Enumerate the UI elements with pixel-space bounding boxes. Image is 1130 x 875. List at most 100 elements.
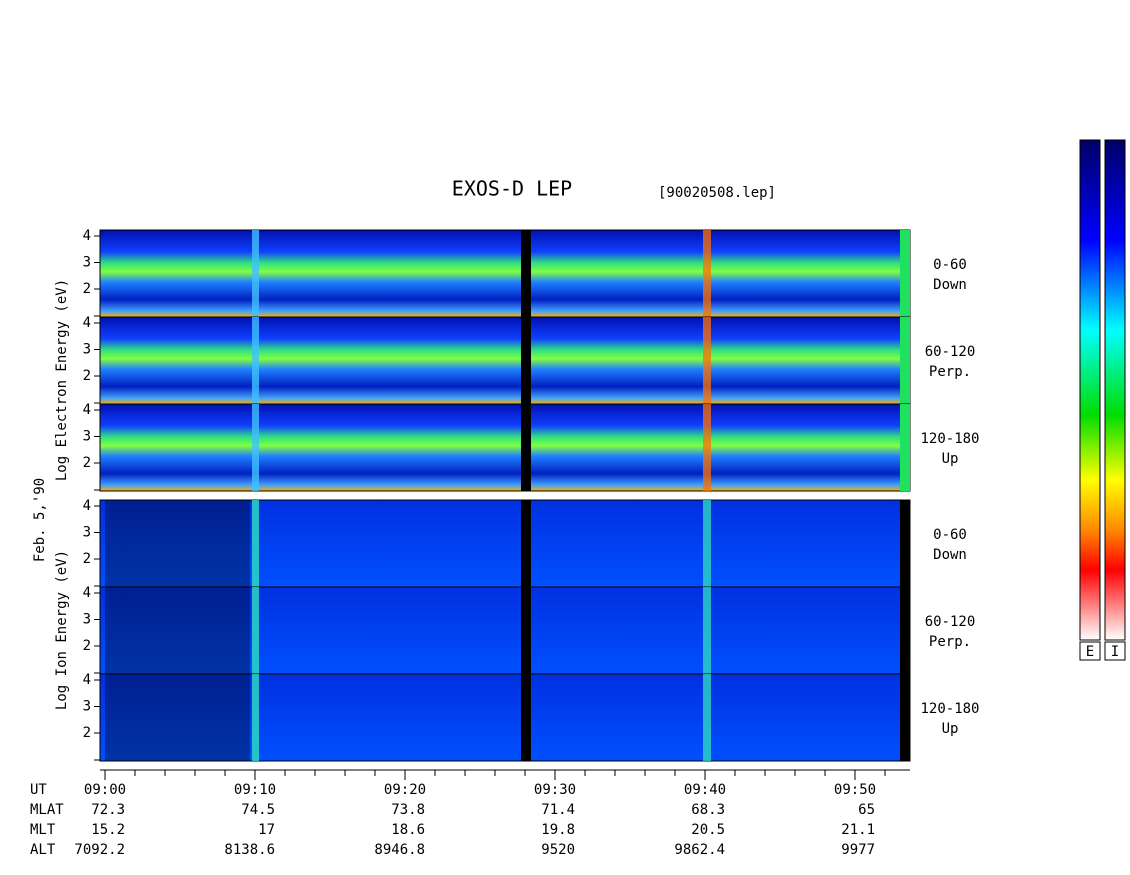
- colorbar: [1104, 139, 1126, 641]
- orbit-value: 8946.8: [374, 842, 425, 858]
- orbit-value: 09:30: [534, 782, 576, 798]
- orbit-value: 65: [858, 802, 875, 818]
- orbit-value: 9862.4: [674, 842, 725, 858]
- stripe: [900, 317, 910, 404]
- colorbar: [1079, 139, 1101, 641]
- orbit-row-name: ALT: [30, 842, 56, 858]
- stripe: [900, 230, 910, 317]
- energy-tick-label: 2: [83, 725, 91, 741]
- spectrogram-panel: [99, 403, 911, 492]
- stripe: [252, 587, 259, 674]
- ion-axis-label: Log Ion Energy (eV): [54, 550, 70, 710]
- energy-tick-label: 3: [83, 699, 91, 715]
- energy-tick-label: 4: [83, 402, 91, 418]
- pitch-label: Up: [942, 451, 959, 467]
- energy-tick-label: 2: [83, 368, 91, 384]
- date-label: Feb. 5,'90: [32, 478, 48, 562]
- pitch-label: Perp.: [929, 364, 971, 380]
- energy-tick-label: 2: [83, 281, 91, 297]
- spectrogram-panel: [99, 499, 911, 588]
- orbit-value: 15.2: [91, 822, 125, 838]
- stripe: [703, 230, 711, 317]
- stripe: [252, 404, 259, 491]
- orbit-value: 19.8: [541, 822, 575, 838]
- energy-tick-label: 4: [83, 228, 91, 244]
- stripe: [252, 500, 259, 587]
- orbit-value: 71.4: [541, 802, 575, 818]
- stripe: [521, 404, 531, 491]
- pitch-label: 0-60: [933, 527, 967, 543]
- electron-axis-label: Log Electron Energy (eV): [54, 279, 70, 481]
- orbit-value: 9520: [541, 842, 575, 858]
- energy-tick-label: 4: [83, 315, 91, 331]
- orbit-value: 18.6: [391, 822, 425, 838]
- stripe: [900, 500, 910, 587]
- stripe: [252, 230, 259, 317]
- stripe: [703, 500, 711, 587]
- orbit-value: 09:50: [834, 782, 876, 798]
- dark-region: [105, 500, 250, 587]
- colorbar-label-box: [1104, 641, 1126, 661]
- orbit-value: 68.3: [691, 802, 725, 818]
- stripe: [521, 587, 531, 674]
- energy-tick-label: 2: [83, 638, 91, 654]
- orbit-value: 9977: [841, 842, 875, 858]
- stripe: [703, 317, 711, 404]
- orbit-value: 09:00: [84, 782, 126, 798]
- colorbar-label: E: [1086, 644, 1094, 660]
- energy-tick-label: 3: [83, 429, 91, 445]
- orbit-value: 73.8: [391, 802, 425, 818]
- energy-tick-label: 3: [83, 612, 91, 628]
- stripe: [521, 317, 531, 404]
- energy-tick-label: 4: [83, 498, 91, 514]
- orbit-value: 09:20: [384, 782, 426, 798]
- spectrogram-panel: [99, 316, 911, 405]
- dark-region: [105, 587, 250, 674]
- stripe: [703, 404, 711, 491]
- energy-tick-label: 3: [83, 342, 91, 358]
- dark-region: [105, 674, 250, 761]
- orbit-value: 74.5: [241, 802, 275, 818]
- orbit-value: 8138.6: [224, 842, 275, 858]
- stripe: [900, 587, 910, 674]
- pitch-label: 0-60: [933, 257, 967, 273]
- orbit-value: 21.1: [841, 822, 875, 838]
- stripe: [703, 587, 711, 674]
- pitch-label: 60-120: [925, 614, 976, 630]
- pitch-label: 120-180: [920, 701, 979, 717]
- orbit-row-name: UT: [30, 782, 47, 798]
- colorbar-label-box: [1079, 641, 1101, 661]
- energy-tick-label: 4: [83, 672, 91, 688]
- stripe: [521, 500, 531, 587]
- energy-tick-label: 4: [83, 585, 91, 601]
- title: EXOS-D LEP: [452, 177, 572, 201]
- stripe: [521, 230, 531, 317]
- orbit-value: 7092.2: [74, 842, 125, 858]
- pitch-label: 60-120: [925, 344, 976, 360]
- colorbar-label: I: [1111, 644, 1119, 660]
- energy-tick-label: 2: [83, 455, 91, 471]
- pitch-label: Perp.: [929, 634, 971, 650]
- stripe: [900, 674, 910, 761]
- spectrogram-panel: [99, 673, 911, 762]
- stripe: [521, 674, 531, 761]
- pitch-label: 120-180: [920, 431, 979, 447]
- orbit-value: 72.3: [91, 802, 125, 818]
- pitch-label: Down: [933, 547, 967, 563]
- file-name: [90020508.lep]: [658, 185, 776, 201]
- energy-tick-label: 3: [83, 525, 91, 541]
- orbit-value: 09:10: [234, 782, 276, 798]
- pitch-label: Down: [933, 277, 967, 293]
- stripe: [252, 317, 259, 404]
- stripe: [703, 674, 711, 761]
- stripe: [252, 674, 259, 761]
- pitch-label: Up: [942, 721, 959, 737]
- orbit-value: 17: [258, 822, 275, 838]
- energy-tick-label: 2: [83, 551, 91, 567]
- orbit-row-name: MLAT: [30, 802, 64, 818]
- energy-tick-label: 3: [83, 255, 91, 271]
- orbit-row-name: MLT: [30, 822, 56, 838]
- orbit-value: 20.5: [691, 822, 725, 838]
- orbit-value: 09:40: [684, 782, 726, 798]
